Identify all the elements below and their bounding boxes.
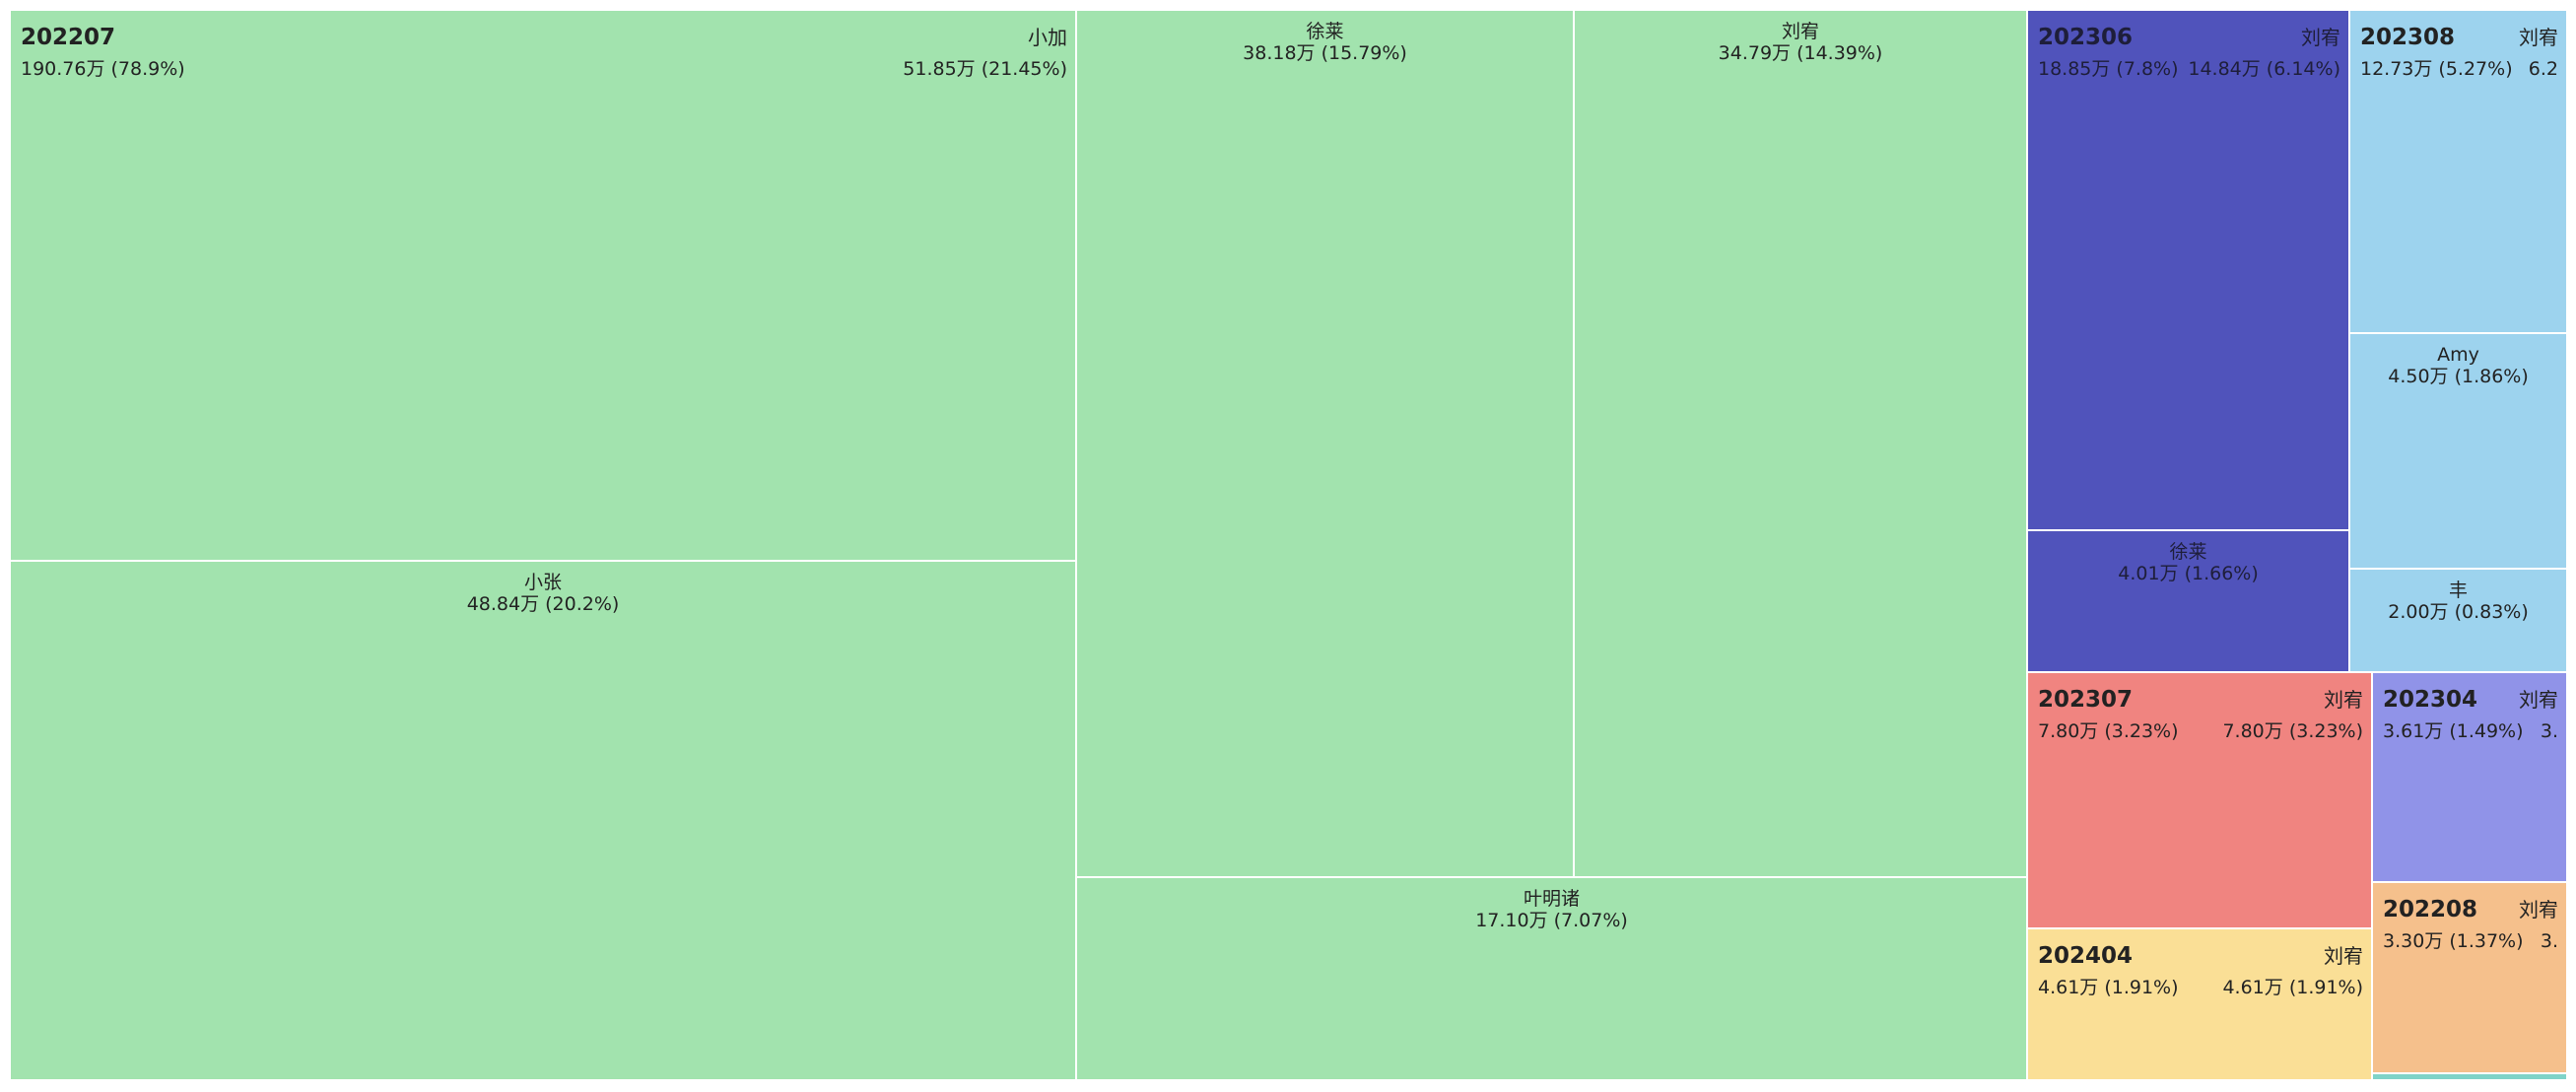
- node-value-label: 34.79万 (14.39%): [1718, 42, 1883, 64]
- node-label: 叶明诸: [1523, 888, 1580, 910]
- node-label: 小加: [1028, 26, 1067, 49]
- group-header: 202208 刘宥 3.30万 (1.37%) 3.: [2383, 895, 2558, 958]
- treemap-node[interactable]: 丰 2.00万 (0.83%): [2349, 569, 2567, 672]
- header-row-values: 4.61万 (1.91%) 4.61万 (1.91%): [2038, 971, 2363, 1004]
- node-value-label: 7.80万 (3.23%): [2222, 720, 2363, 742]
- group-label: 202304: [2383, 687, 2478, 713]
- node-labels: 丰 2.00万 (0.83%): [2350, 580, 2566, 623]
- node-value-label: 3.: [2540, 720, 2558, 742]
- node-labels: 叶明诸 17.10万 (7.07%): [1077, 888, 2026, 931]
- treemap-node[interactable]: 202306 刘宥 18.85万 (7.8%) 14.84万 (6.14%): [2027, 10, 2349, 530]
- header-row-names: 202308 刘宥: [2360, 23, 2558, 52]
- treemap-node[interactable]: 202207 小加 190.76万 (78.9%) 51.85万 (21.45%): [10, 10, 1076, 561]
- group-value-label: 7.80万 (3.23%): [2038, 720, 2179, 742]
- node-value-label: 4.61万 (1.91%): [2222, 977, 2363, 998]
- node-labels: 小张 48.84万 (20.2%): [11, 572, 1075, 615]
- group-header: 202207 小加 190.76万 (78.9%) 51.85万 (21.45%): [21, 23, 1067, 86]
- treemap-node[interactable]: 刘宥 34.79万 (14.39%): [1574, 10, 2027, 877]
- node-label: 小张: [523, 572, 562, 593]
- group-header: 202308 刘宥 12.73万 (5.27%) 6.2: [2360, 23, 2558, 86]
- treemap-node[interactable]: 202304 刘宥 3.61万 (1.49%) 3.: [2372, 672, 2567, 882]
- node-label: 刘宥: [2324, 688, 2363, 712]
- treemap-node[interactable]: 小张 48.84万 (20.2%): [10, 561, 1076, 1080]
- header-row-names: 202307 刘宥: [2038, 685, 2363, 715]
- treemap-node[interactable]: 202308 刘宥 12.73万 (5.27%) 6.2: [2349, 10, 2567, 333]
- group-label: 202308: [2360, 25, 2456, 50]
- treemap-node[interactable]: 202208 刘宥 3.30万 (1.37%) 3.: [2372, 882, 2567, 1073]
- treemap-node[interactable]: 叶明诸 17.10万 (7.07%): [1076, 877, 2027, 1080]
- node-value-label: 14.84万 (6.14%): [2188, 58, 2340, 80]
- node-value-label: 2.00万 (0.83%): [2388, 601, 2529, 623]
- header-row-values: 18.85万 (7.8%) 14.84万 (6.14%): [2038, 52, 2340, 86]
- group-header: 202304 刘宥 3.61万 (1.49%) 3.: [2383, 685, 2558, 748]
- treemap-node[interactable]: 徐莱 38.18万 (15.79%): [1076, 10, 1574, 877]
- group-header: 202306 刘宥 18.85万 (7.8%) 14.84万 (6.14%): [2038, 23, 2340, 86]
- header-row-values: 12.73万 (5.27%) 6.2: [2360, 52, 2558, 86]
- node-value-label: 6.2: [2528, 58, 2558, 80]
- node-label: 徐莱: [1306, 21, 1344, 42]
- node-value-label: 48.84万 (20.2%): [466, 593, 620, 615]
- group-value-label: 12.73万 (5.27%): [2360, 58, 2513, 80]
- treemap-node[interactable]: 202404 刘宥 4.61万 (1.91%) 4.61万 (1.91%): [2027, 928, 2372, 1080]
- group-header: 202307 刘宥 7.80万 (3.23%) 7.80万 (3.23%): [2038, 685, 2363, 748]
- treemap-node[interactable]: [2372, 1073, 2567, 1080]
- node-label: 刘宥: [2519, 688, 2558, 712]
- node-labels: 徐莱 4.01万 (1.66%): [2028, 541, 2348, 584]
- node-label: 刘宥: [1781, 21, 1819, 42]
- node-value-label: 51.85万 (21.45%): [903, 58, 1067, 80]
- node-value-label: 38.18万 (15.79%): [1243, 42, 1407, 64]
- node-label: 徐莱: [2169, 541, 2207, 563]
- group-value-label: 4.61万 (1.91%): [2038, 977, 2179, 998]
- header-row-names: 202207 小加: [21, 23, 1067, 52]
- group-header: 202404 刘宥 4.61万 (1.91%) 4.61万 (1.91%): [2038, 941, 2363, 1004]
- node-labels: 刘宥 34.79万 (14.39%): [1575, 21, 2026, 64]
- node-label: 刘宥: [2301, 26, 2340, 49]
- header-row-names: 202306 刘宥: [2038, 23, 2340, 52]
- node-label: 刘宥: [2519, 26, 2558, 49]
- header-row-values: 3.61万 (1.49%) 3.: [2383, 715, 2558, 748]
- header-row-values: 3.30万 (1.37%) 3.: [2383, 924, 2558, 958]
- node-value-label: 4.50万 (1.86%): [2388, 366, 2529, 387]
- treemap-node[interactable]: 徐莱 4.01万 (1.66%): [2027, 530, 2349, 672]
- group-label: 202207: [21, 25, 116, 50]
- node-label: Amy: [2437, 344, 2479, 366]
- node-value-label: 4.01万 (1.66%): [2118, 563, 2259, 584]
- node-labels: 徐莱 38.18万 (15.79%): [1077, 21, 1573, 64]
- group-label: 202208: [2383, 897, 2478, 922]
- treemap-node[interactable]: 202307 刘宥 7.80万 (3.23%) 7.80万 (3.23%): [2027, 672, 2372, 928]
- header-row-names: 202404 刘宥: [2038, 941, 2363, 971]
- node-labels: Amy 4.50万 (1.86%): [2350, 344, 2566, 387]
- treemap-node[interactable]: Amy 4.50万 (1.86%): [2349, 333, 2567, 569]
- group-value-label: 3.61万 (1.49%): [2383, 720, 2524, 742]
- node-label: 刘宥: [2324, 944, 2363, 968]
- node-label: 刘宥: [2519, 898, 2558, 921]
- header-row-names: 202304 刘宥: [2383, 685, 2558, 715]
- node-label: 丰: [2448, 580, 2468, 601]
- node-value-label: 3.: [2540, 930, 2558, 952]
- group-label: 202307: [2038, 687, 2134, 713]
- header-row-names: 202208 刘宥: [2383, 895, 2558, 924]
- group-value-label: 3.30万 (1.37%): [2383, 930, 2524, 952]
- group-value-label: 18.85万 (7.8%): [2038, 58, 2179, 80]
- node-value-label: 17.10万 (7.07%): [1475, 910, 1628, 931]
- header-row-values: 190.76万 (78.9%) 51.85万 (21.45%): [21, 52, 1067, 86]
- group-label: 202306: [2038, 25, 2134, 50]
- header-row-values: 7.80万 (3.23%) 7.80万 (3.23%): [2038, 715, 2363, 748]
- group-value-label: 190.76万 (78.9%): [21, 58, 185, 80]
- group-label: 202404: [2038, 943, 2134, 969]
